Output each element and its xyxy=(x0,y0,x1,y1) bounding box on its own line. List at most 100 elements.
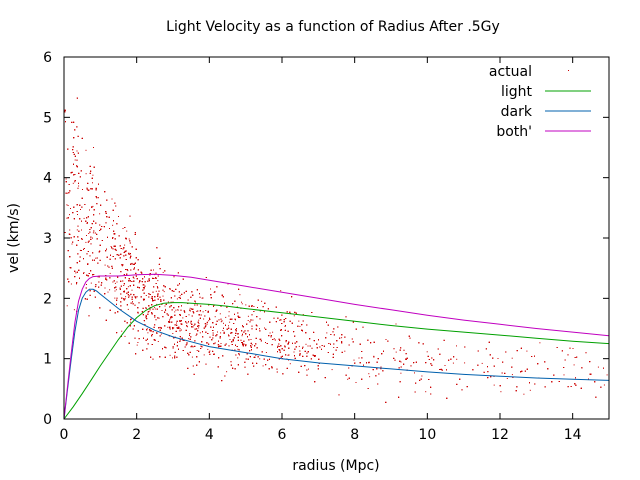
scatter-point xyxy=(152,299,153,301)
scatter-point xyxy=(160,327,162,329)
scatter-point xyxy=(129,295,131,297)
scatter-point xyxy=(120,301,122,303)
scatter-point xyxy=(154,316,156,318)
scatter-point xyxy=(368,373,370,375)
scatter-point xyxy=(142,298,144,300)
scatter-point xyxy=(385,339,387,340)
scatter-point xyxy=(452,362,454,364)
scatter-point xyxy=(162,295,164,297)
scatter-point xyxy=(137,312,139,314)
scatter-point xyxy=(85,173,87,175)
scatter-point xyxy=(112,281,114,283)
scatter-point xyxy=(188,338,190,340)
scatter-point xyxy=(147,332,149,334)
scatter-point xyxy=(395,323,397,325)
scatter-point xyxy=(248,305,250,307)
scatter-point xyxy=(156,333,158,334)
scatter-point xyxy=(136,344,138,346)
scatter-point xyxy=(210,294,212,296)
scatter-point xyxy=(127,286,129,288)
scatter-point xyxy=(228,315,230,317)
scatter-point xyxy=(159,306,161,308)
scatter-point xyxy=(109,272,111,274)
scatter-point xyxy=(255,354,257,356)
scatter-point xyxy=(353,359,355,361)
scatter-point xyxy=(363,364,364,366)
scatter-point xyxy=(189,310,191,312)
scatter-point xyxy=(199,332,201,334)
scatter-point xyxy=(341,337,343,339)
scatter-point xyxy=(347,378,349,380)
scatter-point xyxy=(161,310,163,311)
scatter-point xyxy=(326,332,328,334)
scatter-point xyxy=(477,350,479,352)
scatter-point xyxy=(96,233,98,235)
scatter-point xyxy=(289,363,291,365)
scatter-point xyxy=(169,318,171,320)
scatter-point xyxy=(126,230,128,232)
scatter-point xyxy=(590,373,592,375)
scatter-point xyxy=(237,312,239,314)
scatter-point xyxy=(369,376,371,378)
scatter-point xyxy=(208,320,210,322)
scatter-point xyxy=(94,286,96,288)
scatter-point xyxy=(209,350,211,352)
scatter-point xyxy=(175,309,177,311)
scatter-point xyxy=(222,330,224,331)
scatter-point xyxy=(247,320,249,321)
scatter-point xyxy=(223,332,225,334)
scatter-point xyxy=(237,333,239,335)
scatter-point xyxy=(603,384,605,386)
scatter-point xyxy=(92,237,93,239)
scatter-point xyxy=(92,174,94,176)
scatter-point xyxy=(73,309,75,311)
scatter-point xyxy=(351,338,353,340)
scatter-point xyxy=(285,341,287,343)
scatter-point xyxy=(98,276,100,278)
scatter-point xyxy=(67,205,69,206)
scatter-point xyxy=(260,338,262,340)
scatter-point xyxy=(174,355,176,357)
scatter-point xyxy=(76,229,78,231)
scatter-point xyxy=(237,348,239,350)
scatter-point xyxy=(177,272,179,274)
scatter-point xyxy=(259,328,260,330)
scatter-point xyxy=(124,335,126,337)
scatter-point xyxy=(138,282,140,284)
scatter-point xyxy=(137,342,139,343)
scatter-point xyxy=(142,284,144,286)
scatter-point xyxy=(308,368,309,370)
scatter-point xyxy=(76,165,78,167)
scatter-point xyxy=(202,311,204,313)
scatter-point xyxy=(128,252,130,254)
scatter-point xyxy=(66,204,68,206)
scatter-point xyxy=(563,374,565,376)
scatter-point xyxy=(137,307,139,309)
scatter-point xyxy=(207,311,209,313)
scatter-point xyxy=(83,217,85,219)
scatter-point xyxy=(526,350,528,352)
scatter-point xyxy=(273,338,275,340)
scatter-point xyxy=(581,367,583,369)
scatter-point xyxy=(265,352,267,353)
scatter-point xyxy=(135,353,137,355)
scatter-point xyxy=(398,396,400,398)
scatter-point xyxy=(111,198,113,200)
scatter-point xyxy=(90,282,92,284)
scatter-point xyxy=(269,332,271,334)
scatter-point xyxy=(162,271,164,273)
scatter-point xyxy=(529,389,531,391)
scatter-point xyxy=(597,366,599,368)
scatter-point xyxy=(159,356,161,358)
scatter-point xyxy=(86,253,88,255)
scatter-point xyxy=(87,190,89,191)
scatter-point xyxy=(145,314,147,316)
scatter-point xyxy=(126,292,128,294)
scatter-point xyxy=(107,291,109,293)
scatter-point xyxy=(313,331,315,333)
scatter-point xyxy=(98,183,99,185)
scatter-point xyxy=(373,355,375,357)
scatter-point xyxy=(129,285,131,287)
scatter-point xyxy=(191,356,193,358)
scatter-point xyxy=(172,347,174,349)
